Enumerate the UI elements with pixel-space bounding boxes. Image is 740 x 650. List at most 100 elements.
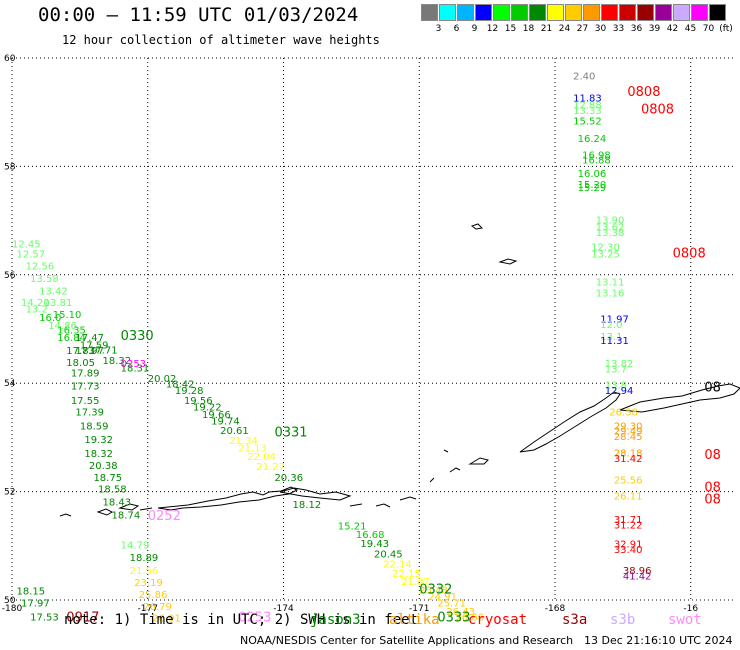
legend-label: 36 [630, 24, 643, 34]
wave-height-label: 18.05 [66, 358, 95, 369]
axis-ticks: -180 -177 -174 -171 -168 -16 60 58 56 54 52 50 [2, 54, 699, 614]
wave-height-label: 12.0 [600, 320, 622, 331]
wave-height-label: 16.0 [39, 313, 61, 324]
wave-height-label: 21.27 [256, 462, 285, 473]
wave-height-label: 18.32 [103, 356, 132, 367]
wave-height-label: 31.71 [614, 515, 643, 526]
wave-height-label: 19.66 [202, 410, 231, 421]
lat-tick-label: 56 [4, 271, 16, 281]
wave-height-label: 16.24 [578, 134, 607, 145]
wave-height-label: 29.49 [614, 427, 643, 438]
wave-height-label: 13.58 [30, 274, 59, 285]
legend-label: 39 [648, 24, 661, 34]
wave-height-label: 18.15 [17, 587, 46, 598]
lat-tick-label: 54 [4, 379, 16, 389]
wave-height-label: 15.10 [53, 310, 82, 321]
wave-height-label: 12.88 [573, 100, 602, 111]
wave-height-label: 38.96 [623, 566, 652, 577]
wave-height-label: 18.32 [84, 449, 113, 460]
wave-height-label: 20.45 [374, 550, 403, 561]
wave-height-label: 28.45 [614, 432, 643, 443]
wave-height-label: 14.20 [21, 298, 50, 309]
wave-height-label: 14.86 [48, 321, 77, 332]
wave-height-label: 13.2 [26, 305, 48, 316]
wave-height-label: 0253 [121, 359, 146, 370]
wave-height-label: 12.56 [26, 261, 55, 272]
legend-label: 33 [612, 24, 625, 34]
wave-height-label: 16.84 [57, 333, 86, 344]
wave-height-label: 22.15 [392, 569, 421, 580]
pass-time-label: 0808 [673, 246, 706, 261]
wave-height-label: 21.34 [229, 436, 258, 447]
pass-time-label: 08 [704, 493, 721, 508]
pass-time-label: 0333 [437, 611, 470, 626]
wave-height-label: 12.30 [591, 242, 620, 253]
pass-time-label: 0917 [66, 611, 99, 626]
wave-height-label: 26.79 [143, 602, 172, 613]
pass-time-label: 0332 [419, 582, 452, 597]
wave-height-label: 13.81 [44, 298, 73, 309]
lon-tick-label: -171 [409, 604, 429, 614]
wave-height-label: 25.56 [614, 475, 643, 486]
legend-swatch [493, 4, 510, 21]
wave-height-label: 28.18 [614, 448, 643, 459]
lat-tick-label: 50 [4, 596, 16, 606]
lat-tick-label: 58 [4, 162, 16, 172]
wave-height-label: 18.74 [112, 511, 141, 522]
legend-swatch [511, 4, 528, 21]
aleutian-islands [59, 223, 740, 517]
wave-height-label: 19.43 [360, 539, 389, 550]
mission-cryosat: cryosat [468, 612, 528, 628]
wave-height-label: 29.30 [614, 421, 643, 432]
legend-swatch [583, 4, 600, 21]
wave-height-label: 20.61 [220, 426, 249, 437]
wave-height-label: 21.56 [130, 566, 159, 577]
wave-height-label: 23.48 [419, 585, 448, 596]
graticule [11, 57, 736, 601]
legend-swatch [457, 4, 474, 21]
legend-swatch [529, 4, 546, 21]
wave-height-label: 23.19 [134, 578, 163, 589]
wave-height-label: 2.40 [573, 72, 595, 83]
wave-height-label: 13.16 [596, 288, 625, 299]
legend-swatch [619, 4, 636, 21]
pass-time-label: 0253 [238, 611, 271, 626]
wave-height-label: 26.58 [609, 408, 638, 419]
wave-height-label: 22.04 [247, 452, 276, 463]
wave-height-label: 17.71 [89, 345, 118, 356]
pass-time-label: 0252 [148, 509, 181, 524]
wave-height-label: 17.59 [80, 341, 109, 352]
generated-timestamp: 13 Dec 21:16:10 UTC 2024 [584, 634, 733, 647]
footer-note: note: 1) Time is in UTC; 2) SWH is in fe… [64, 612, 419, 628]
legend-label: 30 [594, 24, 607, 34]
pass-time-label: 0808 [641, 102, 674, 117]
wave-height-label: 13.90 [596, 215, 625, 226]
lon-tick-label: -180 [2, 604, 23, 614]
wave-height-label: 25.86 [139, 590, 168, 601]
pass-time-label: 08 [704, 481, 721, 496]
pass-time-label: 0808 [627, 85, 660, 100]
mission-swot: swot [668, 612, 702, 628]
wave-height-label: 17.89 [71, 369, 100, 380]
wave-height-label: 18.42 [166, 380, 195, 391]
wave-height-label: 16.06 [578, 169, 607, 180]
wave-height-label: 26.66 [455, 613, 484, 624]
wave-height-label: 19.22 [193, 402, 222, 413]
wave-height-label: 11.83 [573, 93, 602, 104]
wave-height-label: 13.33 [573, 106, 602, 117]
legend-swatch [601, 4, 618, 21]
wave-height-label: 41.42 [623, 571, 652, 582]
wave-height-label: 12.57 [17, 249, 46, 260]
wave-height-label: 17.55 [71, 396, 100, 407]
wave-height-label: 18.59 [80, 421, 109, 432]
legend-swatch [637, 4, 654, 21]
wave-height-label: 13.1 [600, 332, 622, 343]
wave-height-label: 26.91 [152, 614, 181, 625]
wave-height-label: 18.75 [93, 473, 122, 484]
wave-height-label: 17.39 [75, 408, 104, 419]
pass-time-label: 08 [704, 380, 721, 395]
mission-s3a: s3a [562, 612, 588, 628]
wave-height-label: 25.71 [437, 599, 466, 610]
lat-tick-label: 60 [4, 54, 16, 64]
